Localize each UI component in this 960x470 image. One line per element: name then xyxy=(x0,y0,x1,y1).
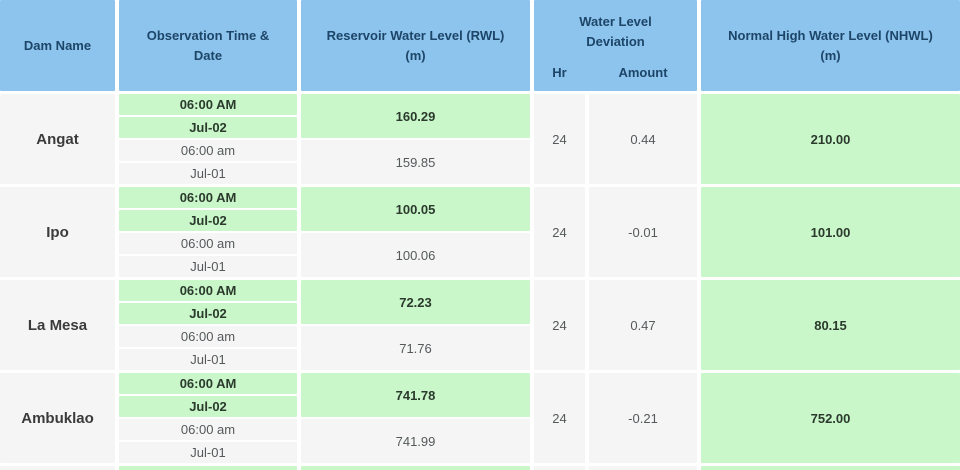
deviation-hr-cell: 24 xyxy=(534,280,585,370)
obs-time-latest xyxy=(119,466,297,470)
header-dam-name: Dam Name xyxy=(0,0,115,91)
obs-date-previous: Jul-01 xyxy=(119,163,297,184)
deviation-amount-cell: -0.21 xyxy=(589,373,697,463)
obs-time-previous: 06:00 am xyxy=(119,233,297,254)
deviation-amount-cell: -0.01 xyxy=(589,187,697,277)
header-deviation-label: Water Level Deviation xyxy=(579,14,652,49)
obs-time-latest: 06:00 AM xyxy=(119,373,297,394)
header-deviation-amount-label: Amount xyxy=(618,64,668,80)
dam-row-angat: Angat 06:00 AM Jul-02 06:00 am Jul-01 16… xyxy=(0,94,960,184)
obs-date-latest: Jul-02 xyxy=(119,117,297,138)
rwl-previous: 71.76 xyxy=(301,326,530,370)
obs-time-previous: 06:00 am xyxy=(119,326,297,347)
obs-time-latest: 06:00 AM xyxy=(119,280,297,301)
dam-name-cell: Angat xyxy=(0,94,115,184)
header-deviation: Water Level Deviation Hr Amount xyxy=(534,0,697,91)
deviation-hr-cell xyxy=(534,466,585,470)
deviation-hr-cell: 24 xyxy=(534,187,585,277)
rwl-latest: 160.29 xyxy=(301,94,530,138)
nhwl-cell: 101.00 xyxy=(701,187,960,277)
header-observation: Observation Time & Date xyxy=(119,0,297,91)
header-nhwl-label: Normal High Water Level (NHWL) xyxy=(728,28,933,43)
deviation-hr-cell: 24 xyxy=(534,94,585,184)
header-rwl-unit: (m) xyxy=(405,47,426,63)
partial-next-row xyxy=(0,466,960,470)
dam-name-cell: Ipo xyxy=(0,187,115,277)
nhwl-cell: 752.00 xyxy=(701,373,960,463)
nhwl-cell xyxy=(701,466,960,470)
rwl-previous: 100.06 xyxy=(301,233,530,277)
rwl-latest xyxy=(301,466,530,470)
header-rwl-label: Reservoir Water Level (RWL) xyxy=(326,28,505,43)
rwl-previous: 741.99 xyxy=(301,419,530,463)
header-rwl: Reservoir Water Level (RWL) (m) xyxy=(301,0,530,91)
nhwl-cell: 80.15 xyxy=(701,280,960,370)
deviation-amount-cell: 0.44 xyxy=(589,94,697,184)
header-observation-label: Observation Time & Date xyxy=(146,28,270,63)
deviation-hr-cell: 24 xyxy=(534,373,585,463)
dam-name-cell xyxy=(0,466,115,470)
deviation-amount-cell: 0.47 xyxy=(589,280,697,370)
obs-date-previous: Jul-01 xyxy=(119,349,297,370)
header-nhwl: Normal High Water Level (NHWL) (m) xyxy=(701,0,960,91)
header-nhwl-unit: (m) xyxy=(820,47,841,63)
dam-name-cell: Ambuklao xyxy=(0,373,115,463)
obs-time-previous: 06:00 am xyxy=(119,419,297,440)
rwl-previous: 159.85 xyxy=(301,140,530,184)
obs-date-previous: Jul-01 xyxy=(119,442,297,463)
dam-row-ambuklao: Ambuklao 06:00 AM Jul-02 06:00 am Jul-01… xyxy=(0,373,960,463)
deviation-amount-cell xyxy=(589,466,697,470)
header-deviation-hr-label: Hr xyxy=(552,64,567,80)
table-header: Dam Name Observation Time & Date Reservo… xyxy=(0,0,960,91)
obs-date-latest: Jul-02 xyxy=(119,303,297,324)
dam-row-ipo: Ipo 06:00 AM Jul-02 06:00 am Jul-01 100.… xyxy=(0,187,960,277)
obs-time-latest: 06:00 AM xyxy=(119,187,297,208)
header-dam-name-label: Dam Name xyxy=(23,37,92,53)
obs-date-latest: Jul-02 xyxy=(119,396,297,417)
obs-time-latest: 06:00 AM xyxy=(119,94,297,115)
dam-row-la-mesa: La Mesa 06:00 AM Jul-02 06:00 am Jul-01 … xyxy=(0,280,960,370)
rwl-latest: 741.78 xyxy=(301,373,530,417)
rwl-latest: 72.23 xyxy=(301,280,530,324)
obs-date-previous: Jul-01 xyxy=(119,256,297,277)
obs-date-latest: Jul-02 xyxy=(119,210,297,231)
rwl-latest: 100.05 xyxy=(301,187,530,231)
obs-time-previous: 06:00 am xyxy=(119,140,297,161)
dam-name-cell: La Mesa xyxy=(0,280,115,370)
nhwl-cell: 210.00 xyxy=(701,94,960,184)
